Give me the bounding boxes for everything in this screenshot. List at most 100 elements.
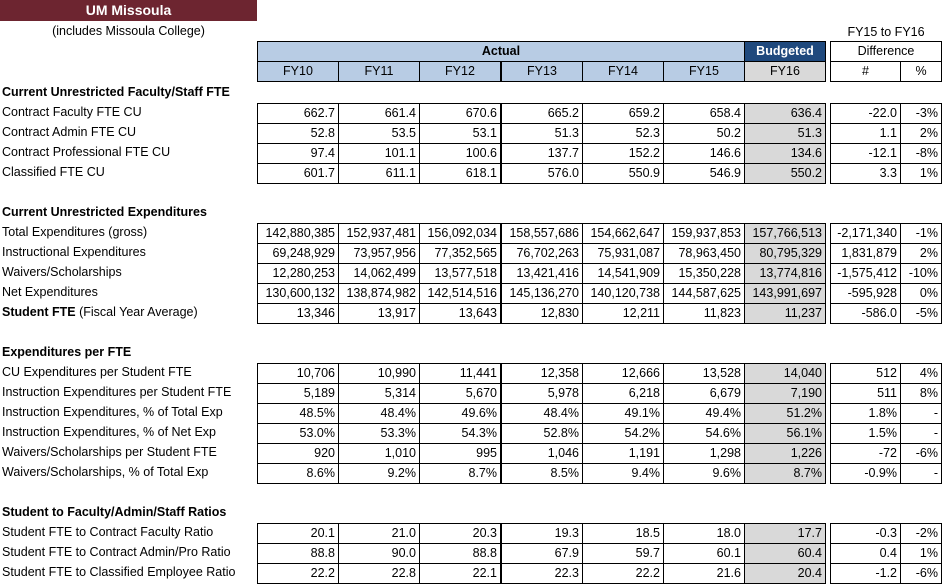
pct-cell: -6% (900, 443, 942, 464)
value-cell: 19.3 (501, 523, 583, 544)
value-cell: 51.2% (744, 403, 826, 424)
value-cell: 90.0 (338, 543, 420, 564)
value-cell: 48.4% (501, 403, 583, 424)
value-cell: 1,226 (744, 443, 826, 464)
value-cell: 52.3 (582, 123, 664, 144)
diff-cell: 511 (830, 383, 901, 404)
diff-cell: 512 (830, 363, 901, 384)
row-label-text: Student FTE to Classified Employee Ratio (2, 565, 236, 579)
row-label: Instruction Expenditures per Student FTE (2, 385, 231, 399)
value-cell: 12,211 (582, 303, 664, 324)
pct-cell: - (900, 403, 942, 424)
value-cell: 20.4 (744, 563, 826, 584)
value-cell: 13,577,518 (419, 263, 501, 284)
value-cell: 75,931,087 (582, 243, 664, 264)
value-cell: 601.7 (257, 163, 339, 184)
value-cell: 1,191 (582, 443, 664, 464)
value-cell: 14,062,499 (338, 263, 420, 284)
value-cell: 156,092,034 (419, 223, 501, 244)
row-label: Contract Admin FTE CU (2, 125, 136, 139)
value-cell: 576.0 (501, 163, 583, 184)
value-cell: 13,346 (257, 303, 339, 324)
value-cell: 1,046 (501, 443, 583, 464)
value-cell: 550.9 (582, 163, 664, 184)
value-cell: 140,120,738 (582, 283, 664, 304)
value-cell: 6,218 (582, 383, 664, 404)
section-heading: Student to Faculty/Admin/Staff Ratios (2, 505, 227, 519)
row-label: Instruction Expenditures, % of Net Exp (2, 425, 216, 439)
value-cell: 22.8 (338, 563, 420, 584)
value-cell: 101.1 (338, 143, 420, 164)
value-cell: 665.2 (501, 103, 583, 124)
value-cell: 159,937,853 (663, 223, 745, 244)
value-cell: 144,587,625 (663, 283, 745, 304)
diff-cell: -595,928 (830, 283, 901, 304)
value-cell: 14,541,909 (582, 263, 664, 284)
row-label-text: Instructional Expenditures (2, 245, 146, 259)
value-cell: 51.3 (744, 123, 826, 144)
year-header: FY14 (582, 61, 664, 82)
value-cell: 56.1% (744, 423, 826, 444)
diff-cell: -22.0 (830, 103, 901, 124)
diff-cell: -0.9% (830, 463, 901, 484)
value-cell: 10,706 (257, 363, 339, 384)
value-cell: 9.6% (663, 463, 745, 484)
difference-header: Difference (830, 41, 942, 62)
value-cell: 152,937,481 (338, 223, 420, 244)
value-cell: 20.1 (257, 523, 339, 544)
row-label: Waivers/Scholarships per Student FTE (2, 445, 217, 459)
diff-col-header: # (830, 61, 901, 82)
row-label: Contract Faculty FTE CU (2, 105, 142, 119)
value-cell: 21.0 (338, 523, 420, 544)
value-cell: 134.6 (744, 143, 826, 164)
value-cell: 146.6 (663, 143, 745, 164)
value-cell: 662.7 (257, 103, 339, 124)
value-cell: 143,991,697 (744, 283, 826, 304)
value-cell: 920 (257, 443, 339, 464)
value-cell: 611.1 (338, 163, 420, 184)
value-cell: 67.9 (501, 543, 583, 564)
value-cell: 22.2 (582, 563, 664, 584)
value-cell: 158,557,686 (501, 223, 583, 244)
diff-cell: 1.8% (830, 403, 901, 424)
value-cell: 53.3% (338, 423, 420, 444)
row-label-text: Student FTE to Contract Admin/Pro Ratio (2, 545, 231, 559)
row-label: Classified FTE CU (2, 165, 105, 179)
value-cell: 15,350,228 (663, 263, 745, 284)
value-cell: 142,880,385 (257, 223, 339, 244)
row-label-text: Contract Faculty FTE CU (2, 105, 142, 119)
diff-cell: -2,171,340 (830, 223, 901, 244)
report-subtitle: (includes Missoula College) (52, 24, 205, 38)
value-cell: 11,823 (663, 303, 745, 324)
row-label-text: Waivers/Scholarships, % of Total Exp (2, 465, 209, 479)
value-cell: 14,040 (744, 363, 826, 384)
pct-cell: 2% (900, 123, 942, 144)
row-label: Instruction Expenditures, % of Total Exp (2, 405, 223, 419)
pct-cell: - (900, 463, 942, 484)
pct-cell: 1% (900, 543, 942, 564)
actual-header: Actual (257, 41, 745, 62)
value-cell: 5,189 (257, 383, 339, 404)
row-label-text: Student FTE to Contract Faculty Ratio (2, 525, 214, 539)
value-cell: 53.1 (419, 123, 501, 144)
value-cell: 51.3 (501, 123, 583, 144)
value-cell: 13,643 (419, 303, 501, 324)
pct-cell: -3% (900, 103, 942, 124)
year-header: FY13 (501, 61, 583, 82)
value-cell: 636.4 (744, 103, 826, 124)
pct-cell: 2% (900, 243, 942, 264)
row-label: Student FTE (Fiscal Year Average) (2, 305, 198, 319)
value-cell: 8.7% (744, 463, 826, 484)
row-label: Net Expenditures (2, 285, 98, 299)
diff-cell: 3.3 (830, 163, 901, 184)
value-cell: 12,280,253 (257, 263, 339, 284)
value-cell: 9.4% (582, 463, 664, 484)
diff-cell: -72 (830, 443, 901, 464)
row-label-text: Instruction Expenditures, % of Net Exp (2, 425, 216, 439)
pct-cell: -10% (900, 263, 942, 284)
section-heading: Current Unrestricted Faculty/Staff FTE (2, 85, 230, 99)
value-cell: 145,136,270 (501, 283, 583, 304)
value-cell: 49.6% (419, 403, 501, 424)
value-cell: 48.5% (257, 403, 339, 424)
row-label: Total Expenditures (gross) (2, 225, 147, 239)
